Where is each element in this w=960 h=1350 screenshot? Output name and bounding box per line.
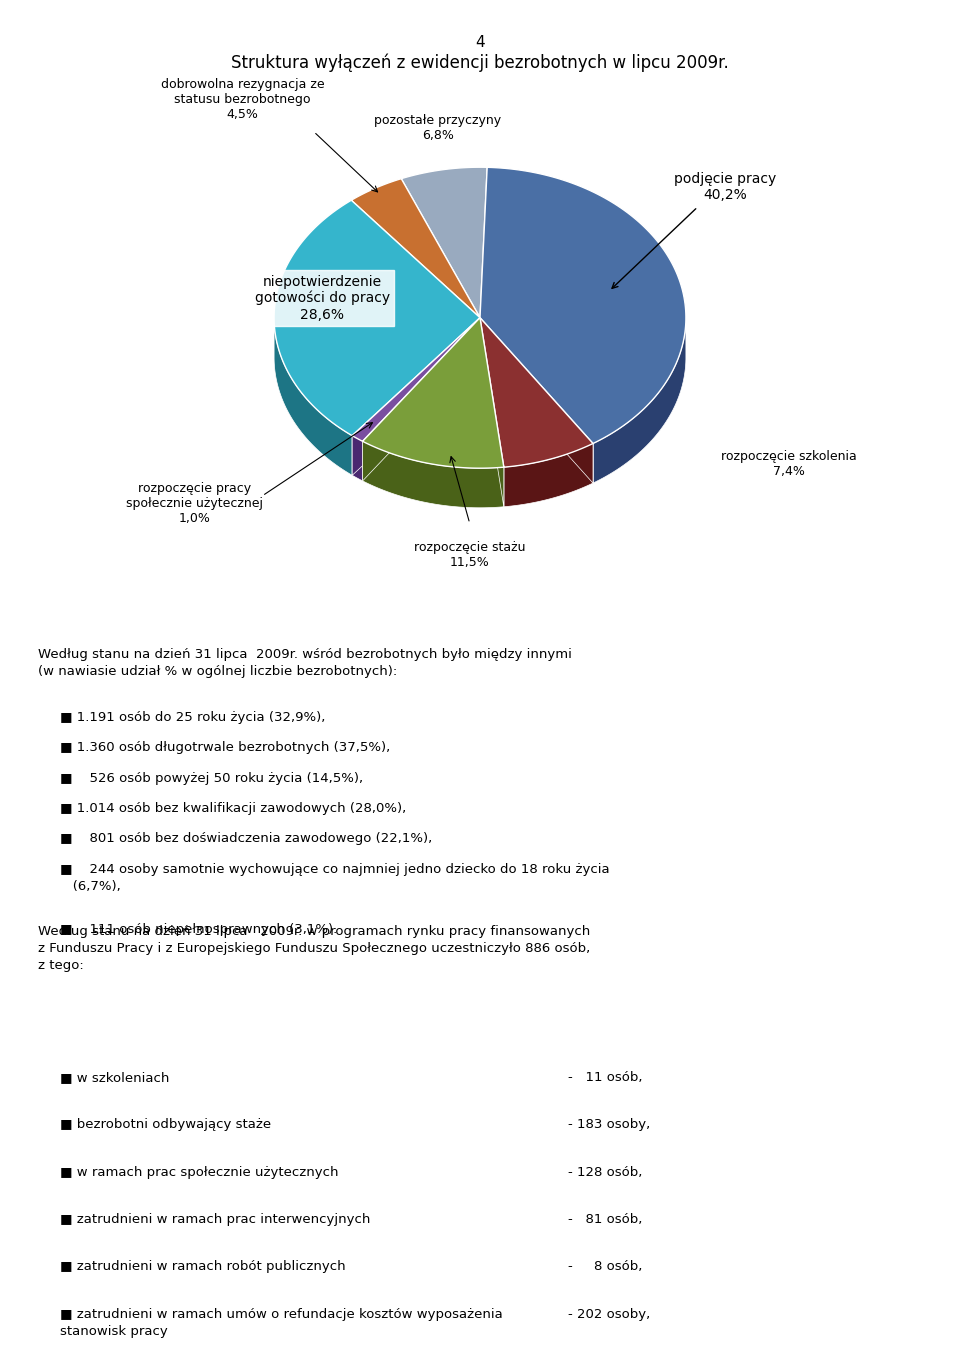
Text: ■ w szkoleniach: ■ w szkoleniach (60, 1071, 170, 1084)
Polygon shape (480, 317, 593, 483)
Text: rozpoczęcie szkolenia
7,4%: rozpoczęcie szkolenia 7,4% (721, 450, 856, 478)
Text: ■ zatrudnieni w ramach umów o refundacje kosztów wyposażenia
stanowisk pracy: ■ zatrudnieni w ramach umów o refundacje… (60, 1308, 503, 1338)
Polygon shape (480, 167, 685, 444)
Text: ■ w ramach prac społecznie użytecznych: ■ w ramach prac społecznie użytecznych (60, 1165, 339, 1179)
Polygon shape (352, 436, 363, 481)
Polygon shape (352, 317, 480, 475)
Text: ■ zatrudnieni w ramach robót publicznych: ■ zatrudnieni w ramach robót publicznych (60, 1261, 347, 1273)
Text: ■    526 osób powyżej 50 roku życia (14,5%),: ■ 526 osób powyżej 50 roku życia (14,5%)… (60, 772, 364, 784)
Text: ■ 1.360 osób długotrwale bezrobotnych (37,5%),: ■ 1.360 osób długotrwale bezrobotnych (3… (60, 741, 391, 755)
Text: dobrowolna rezygnacja ze
statusu bezrobotnego
4,5%: dobrowolna rezygnacja ze statusu bezrobo… (160, 78, 324, 121)
Text: Według stanu na dzień 31 lipca   2009r. w programach rynku pracy finansowanych
z: Według stanu na dzień 31 lipca 2009r. w … (38, 925, 590, 972)
Polygon shape (504, 444, 593, 506)
Text: - 128 osób,: - 128 osób, (568, 1165, 642, 1179)
Polygon shape (352, 317, 480, 475)
Text: ■ 1.014 osób bez kwalifikacji zawodowych (28,0%),: ■ 1.014 osób bez kwalifikacji zawodowych… (60, 802, 407, 815)
Polygon shape (363, 441, 504, 508)
Polygon shape (480, 317, 593, 467)
Text: ■ zatrudnieni w ramach prac interwencyjnych: ■ zatrudnieni w ramach prac interwencyjn… (60, 1212, 371, 1226)
Text: - 183 osoby,: - 183 osoby, (568, 1118, 651, 1131)
Polygon shape (275, 319, 352, 475)
Polygon shape (480, 317, 504, 506)
Polygon shape (363, 317, 480, 481)
Polygon shape (352, 317, 480, 441)
Text: -     8 osób,: - 8 osób, (568, 1261, 642, 1273)
Text: ■    111 osób niepełnosprawnych (3,1%).: ■ 111 osób niepełnosprawnych (3,1%). (60, 923, 338, 936)
Text: Struktura wyłączeń z ewidencji bezrobotnych w lipcu 2009r.: Struktura wyłączeń z ewidencji bezrobotn… (231, 54, 729, 73)
Text: 4: 4 (475, 35, 485, 50)
Text: ■    244 osoby samotnie wychowujące co najmniej jedno dziecko do 18 roku życia
 : ■ 244 osoby samotnie wychowujące co najm… (60, 863, 611, 892)
Text: podjęcie pracy
40,2%: podjęcie pracy 40,2% (674, 171, 777, 202)
Text: pozostałe przyczyny
6,8%: pozostałe przyczyny 6,8% (374, 113, 501, 142)
Text: ■ 1.191 osób do 25 roku życia (32,9%),: ■ 1.191 osób do 25 roku życia (32,9%), (60, 711, 325, 724)
Text: -   11 osób,: - 11 osób, (568, 1071, 643, 1084)
Polygon shape (593, 320, 685, 483)
Text: rozpoczęcie pracy
społecznie użytecznej
1,0%: rozpoczęcie pracy społecznie użytecznej … (127, 482, 263, 525)
Polygon shape (480, 317, 593, 483)
Text: ■ bezrobotni odbywający staże: ■ bezrobotni odbywający staże (60, 1118, 272, 1131)
Polygon shape (275, 200, 480, 436)
Polygon shape (480, 317, 504, 506)
Text: niepotwierdzenie
gotowości do pracy
28,6%: niepotwierdzenie gotowości do pracy 28,6… (254, 274, 390, 321)
Text: -   81 osób,: - 81 osób, (568, 1212, 642, 1226)
Polygon shape (401, 167, 487, 317)
Text: rozpoczęcie stażu
11,5%: rozpoczęcie stażu 11,5% (414, 541, 525, 570)
Text: - 202 osoby,: - 202 osoby, (568, 1308, 651, 1320)
Polygon shape (363, 317, 480, 481)
Text: ■    801 osób bez doświadczenia zawodowego (22,1%),: ■ 801 osób bez doświadczenia zawodowego … (60, 832, 433, 845)
Polygon shape (351, 178, 480, 317)
Polygon shape (363, 317, 504, 468)
Text: Według stanu na dzień 31 lipca  2009r. wśród bezrobotnych było między innymi
(w : Według stanu na dzień 31 lipca 2009r. wś… (38, 648, 572, 678)
